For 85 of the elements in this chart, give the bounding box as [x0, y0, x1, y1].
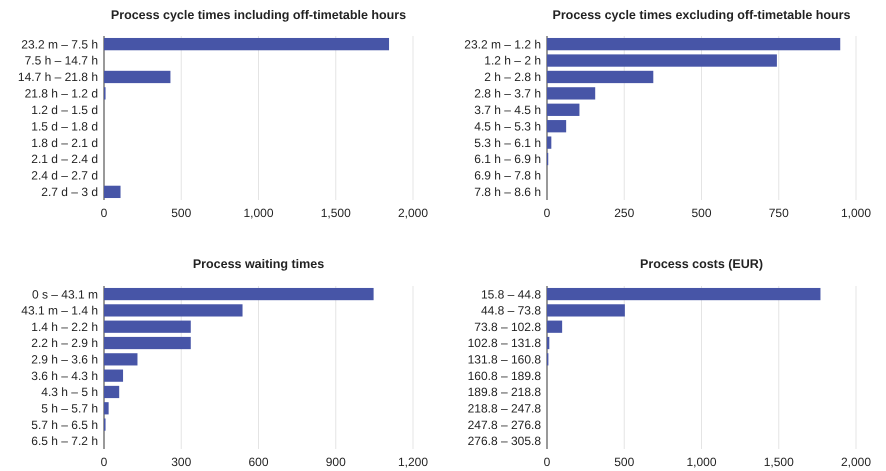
x-tick-label: 500: [691, 206, 712, 220]
y-tick-label: 160.8 – 189.8: [468, 368, 542, 383]
bar: [104, 304, 243, 317]
y-tick-label: 276.8 – 305.8: [468, 434, 542, 448]
bar: [104, 186, 121, 198]
y-tick-label: 5.7 h – 6.5 h: [31, 418, 98, 432]
x-tick-label: 0: [100, 455, 108, 469]
y-tick-label: 1.5 d – 1.8 d: [31, 119, 98, 134]
y-tick-label: 2 h – 2.8 h: [484, 70, 541, 84]
bar: [104, 353, 138, 366]
x-tick-label: 2,000: [840, 455, 872, 469]
y-tick-label: 247.8 – 276.8: [468, 418, 542, 432]
bar: [547, 120, 566, 132]
y-tick-label: 189.8 – 218.8: [468, 385, 542, 400]
y-tick-label: 21.8 h – 1.2 d: [24, 86, 98, 101]
y-tick-label: 2.1 d – 2.4 d: [31, 152, 98, 166]
y-tick-label: 218.8 – 247.8: [468, 401, 542, 416]
chart-title: Process waiting times: [192, 257, 324, 271]
x-tick-label: 600: [248, 455, 269, 469]
chart-title: Process cycle times including off-timetable hours: [110, 8, 406, 22]
y-tick-label: 2.7 d – 3 d: [41, 185, 98, 200]
x-tick-label: 1,200: [398, 455, 428, 469]
y-tick-label: 15.8 – 44.8: [480, 287, 542, 302]
x-tick-label: 500: [614, 455, 635, 469]
y-tick-label: 23.2 m – 7.5 h: [21, 37, 98, 52]
bar: [104, 370, 124, 382]
y-tick-label: 4.5 h – 5.3 h: [474, 119, 541, 134]
bar: [547, 136, 552, 149]
bar: [104, 70, 170, 84]
bar: [547, 304, 625, 317]
x-tick-label: 0: [100, 206, 108, 220]
y-tick-label: 1.2 d – 1.5 d: [31, 102, 98, 117]
x-tick-label: 1,000: [243, 206, 274, 220]
y-tick-label: 73.8 – 102.8: [474, 320, 542, 334]
y-tick-label: 1.8 d – 2.1 d: [31, 136, 98, 150]
x-tick-label: 1,000: [686, 455, 717, 469]
bar: [104, 320, 191, 333]
bar: [104, 38, 390, 50]
bar: [104, 336, 191, 350]
y-tick-label: 6.5 h – 7.2 h: [31, 434, 98, 448]
bar: [547, 54, 777, 67]
y-tick-label: 5 h – 5.7 h: [41, 401, 98, 416]
y-tick-label: 1.4 h – 2.2 h: [31, 320, 98, 334]
y-tick-label: 3.6 h – 4.3 h: [31, 368, 98, 383]
x-tick-label: 900: [326, 455, 346, 469]
chart-title: Process costs (EUR): [640, 257, 763, 271]
y-tick-label: 6.9 h – 7.8 h: [474, 168, 541, 183]
bar: [104, 288, 374, 300]
y-tick-label: 4.3 h – 5 h: [41, 385, 98, 400]
y-tick-label: 102.8 – 131.8: [468, 336, 542, 350]
y-tick-label: 2.2 h – 2.9 h: [31, 336, 98, 350]
bar: [547, 288, 820, 300]
y-tick-label: 7.8 h – 8.6 h: [474, 185, 541, 200]
bar: [104, 402, 109, 414]
bar: [547, 87, 596, 100]
bar: [104, 386, 120, 398]
bar: [547, 70, 654, 84]
x-tick-label: 0: [544, 206, 551, 220]
x-tick-label: 500: [171, 206, 192, 220]
x-tick-label: 0: [544, 455, 551, 469]
y-tick-label: 6.1 h – 6.9 h: [474, 152, 541, 166]
x-tick-label: 1,500: [764, 455, 794, 469]
bar: [547, 104, 580, 116]
x-tick-label: 300: [171, 455, 192, 469]
bar: [547, 38, 840, 50]
y-tick-label: 2.4 d – 2.7 d: [31, 168, 98, 183]
y-tick-label: 44.8 – 73.8: [480, 304, 542, 318]
x-tick-label: 250: [614, 206, 635, 220]
y-tick-label: 1.2 h – 2 h: [484, 54, 541, 68]
y-tick-label: 131.8 – 160.8: [468, 352, 542, 367]
y-tick-label: 23.2 m – 1.2 h: [464, 37, 541, 52]
y-tick-label: 3.7 h – 4.5 h: [474, 102, 541, 117]
x-tick-label: 750: [768, 206, 790, 220]
y-tick-label: 7.5 h – 14.7 h: [24, 54, 98, 68]
y-tick-label: 14.7 h – 21.8 h: [18, 70, 98, 84]
y-tick-label: 0 s – 43.1 m: [32, 287, 98, 302]
y-tick-label: 2.8 h – 3.7 h: [474, 86, 541, 101]
chart-title: Process cycle times excluding off-timetable hours: [552, 8, 851, 22]
y-tick-label: 2.9 h – 3.6 h: [31, 352, 98, 367]
x-tick-label: 1,000: [840, 206, 872, 220]
x-tick-label: 2,000: [398, 206, 428, 220]
y-tick-label: 5.3 h – 6.1 h: [474, 136, 541, 150]
y-tick-label: 43.1 m – 1.4 h: [21, 304, 98, 318]
x-tick-label: 1,500: [320, 206, 352, 220]
bar: [547, 320, 562, 333]
